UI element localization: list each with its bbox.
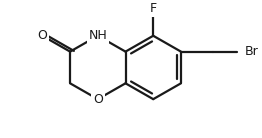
Text: NH: NH <box>89 29 107 42</box>
Text: F: F <box>150 2 157 15</box>
Text: O: O <box>93 93 103 106</box>
Text: O: O <box>37 29 47 42</box>
Text: Br: Br <box>245 45 258 58</box>
